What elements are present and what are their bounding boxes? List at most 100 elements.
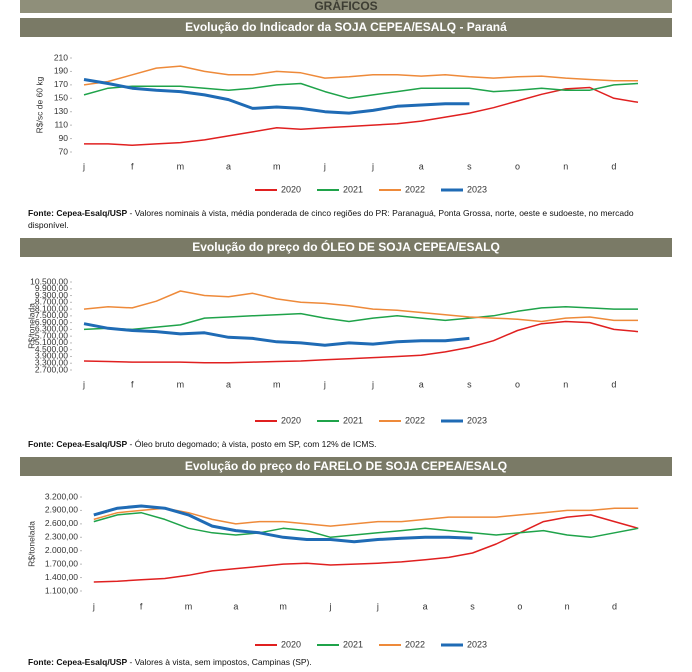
- x-tick-label: j: [92, 601, 95, 611]
- y-tick-label: 170: [54, 79, 68, 89]
- x-tick-label: d: [611, 379, 616, 389]
- source-label: Fonte: Cepea-Esalq/USP: [28, 439, 128, 449]
- x-tick-label: m: [185, 601, 193, 611]
- x-tick-label: j: [323, 161, 326, 171]
- series-line: [83, 290, 638, 323]
- y-tick-label: 1.700,00: [45, 558, 78, 568]
- legend-label: 2022: [405, 415, 425, 425]
- series-line: [93, 514, 639, 583]
- series-line: [93, 507, 639, 527]
- x-tick-label: m: [177, 161, 185, 171]
- x-tick-label: j: [376, 601, 379, 611]
- series-line: [83, 82, 639, 100]
- y-tick-label: 2.900,00: [45, 505, 78, 515]
- source-note: Fonte: Cepea-Esalq/USP - Óleo bruto dego…: [28, 438, 668, 450]
- x-tick-label: m: [279, 601, 287, 611]
- legend-label: 2023: [467, 415, 487, 425]
- legend-label: 2020: [281, 415, 301, 425]
- y-tick-label: 1.100,00: [45, 585, 78, 595]
- y-tick-label: 1.400,00: [45, 572, 78, 582]
- y-tick-label: 3.900,00: [35, 351, 68, 361]
- title-bar: [20, 238, 672, 257]
- series-line: [83, 306, 638, 331]
- legend-label: 2020: [281, 639, 301, 649]
- y-tick-label: 7.500,00: [35, 310, 68, 320]
- y-tick-label: 2.600,00: [45, 518, 78, 528]
- legend-label: 2023: [467, 184, 487, 194]
- x-tick-label: s: [470, 601, 475, 611]
- title-bar: [20, 457, 672, 476]
- x-tick-label: o: [517, 601, 522, 611]
- y-tick-label: 110: [54, 119, 68, 129]
- x-tick-label: m: [273, 161, 281, 171]
- x-tick-label: a: [226, 161, 231, 171]
- x-tick-label: d: [611, 161, 616, 171]
- x-tick-label: n: [563, 379, 568, 389]
- x-tick-label: n: [563, 161, 568, 171]
- y-axis-label: R$/tonelada: [26, 521, 36, 567]
- legend-label: 2020: [281, 184, 301, 194]
- y-tick-label: 90: [59, 133, 69, 143]
- y-tick-label: 190: [54, 66, 68, 76]
- y-tick-label: 8.700,00: [35, 297, 68, 307]
- x-tick-label: j: [82, 379, 85, 389]
- x-tick-label: s: [467, 161, 472, 171]
- x-tick-label: a: [226, 379, 231, 389]
- y-tick-label: 3.200,00: [45, 491, 78, 501]
- legend-label: 2021: [343, 415, 363, 425]
- series-line: [93, 511, 639, 539]
- y-tick-label: 6.300,00: [35, 324, 68, 334]
- y-tick-label: 4.500,00: [35, 344, 68, 354]
- source-text: - Óleo bruto degomado; à vista, posto em…: [127, 439, 377, 449]
- x-tick-label: a: [423, 601, 428, 611]
- x-tick-label: m: [177, 379, 185, 389]
- series-line: [83, 322, 470, 347]
- x-tick-label: a: [419, 379, 424, 389]
- header: GRÁFICOS: [314, 0, 377, 13]
- title-bar: [20, 18, 672, 37]
- y-tick-label: 8.100,00: [35, 303, 68, 313]
- x-tick-label: j: [329, 601, 332, 611]
- chart-title: Evolução do preço do ÓLEO DE SOJA CEPEA/…: [192, 239, 500, 254]
- x-tick-label: f: [131, 379, 134, 389]
- y-tick-label: 9.900,00: [35, 283, 68, 293]
- y-tick-label: 2.700,00: [35, 364, 68, 374]
- source-text: - Valores nominais à vista, média ponder…: [28, 208, 634, 230]
- y-tick-label: 130: [54, 106, 68, 116]
- source-label: Fonte: Cepea-Esalq/USP: [28, 208, 128, 218]
- legend-label: 2021: [343, 639, 363, 649]
- x-tick-label: o: [515, 379, 520, 389]
- y-tick-label: 210: [54, 52, 68, 62]
- series-line: [84, 86, 639, 147]
- y-axis-label: R$/tonelada: [26, 303, 36, 349]
- y-tick-label: 6.900,00: [35, 317, 68, 327]
- legend-label: 2021: [343, 184, 363, 194]
- series-line: [83, 78, 470, 115]
- y-tick-label: 150: [54, 93, 68, 103]
- x-tick-label: m: [273, 379, 281, 389]
- source-note: Fonte: Cepea-Esalq/USP - Valores à vista…: [28, 656, 668, 668]
- x-tick-label: f: [131, 161, 134, 171]
- x-tick-label: a: [233, 601, 238, 611]
- series-line: [83, 65, 638, 86]
- legend-label: 2022: [405, 639, 425, 649]
- series-line: [83, 320, 639, 364]
- x-tick-label: a: [419, 161, 424, 171]
- y-axis-label: R$/sc de 60 kg: [34, 76, 44, 133]
- source-note: Fonte: Cepea-Esalq/USP - Valores nominai…: [28, 207, 668, 231]
- chart-title: Evolução do preço do FARELO DE SOJA CEPE…: [185, 459, 507, 473]
- legend-label: 2022: [405, 184, 425, 194]
- source-text: - Valores à vista, sem impostos, Campina…: [127, 657, 312, 667]
- source-label: Fonte: Cepea-Esalq/USP: [28, 657, 128, 667]
- x-tick-label: s: [467, 379, 472, 389]
- x-tick-label: j: [323, 379, 326, 389]
- x-tick-label: f: [140, 601, 143, 611]
- y-tick-label: 10.500,00: [30, 276, 68, 286]
- legend-label: 2023: [467, 639, 487, 649]
- x-tick-label: j: [371, 379, 374, 389]
- y-tick-label: 5.100,00: [35, 337, 68, 347]
- x-tick-label: o: [515, 161, 520, 171]
- y-tick-label: 9.300,00: [35, 290, 68, 300]
